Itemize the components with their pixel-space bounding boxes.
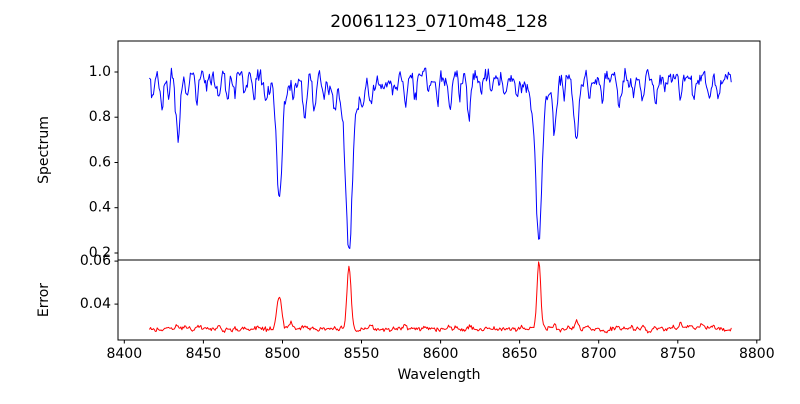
x-tick-label: 8750 — [660, 346, 696, 362]
y-tick-label-spectrum: 1.0 — [89, 64, 111, 80]
tick-labels: 8400 8450 8500 8550 8600 8650 8700 8750 8800 1.0 0… — [80, 64, 775, 362]
bottom-panel-frame — [117, 259, 761, 341]
y-axis-label-spectrum: Spectrum — [36, 116, 52, 184]
chart-title: 20061123_0710m48_128 — [330, 12, 547, 32]
series-group — [149, 67, 732, 334]
y-tick-label-spectrum: 0.2 — [89, 245, 111, 261]
x-tick-label: 8800 — [739, 346, 775, 362]
y-tick-label-spectrum: 0.8 — [89, 109, 111, 125]
spectrum-line — [149, 67, 732, 249]
y-tick-label-error: 0.04 — [80, 296, 111, 312]
x-tick-label: 8550 — [344, 346, 380, 362]
y-tick-label-spectrum: 0.6 — [89, 155, 111, 171]
x-tick-label: 8500 — [265, 346, 301, 362]
tick-marks — [114, 71, 758, 344]
y-tick-label-error: 0.06 — [80, 253, 111, 269]
x-axis-label: Wavelength — [397, 367, 480, 383]
x-tick-label: 8400 — [106, 346, 142, 362]
x-tick-label: 8650 — [502, 346, 538, 362]
error-line — [149, 261, 732, 334]
y-axis-label-error: Error — [36, 283, 52, 317]
top-panel-frame — [117, 40, 761, 261]
x-tick-label: 8450 — [186, 346, 222, 362]
x-tick-label: 8600 — [423, 346, 459, 362]
axes-group — [117, 40, 761, 341]
y-tick-label-spectrum: 0.4 — [89, 200, 111, 216]
x-tick-label: 8700 — [581, 346, 617, 362]
